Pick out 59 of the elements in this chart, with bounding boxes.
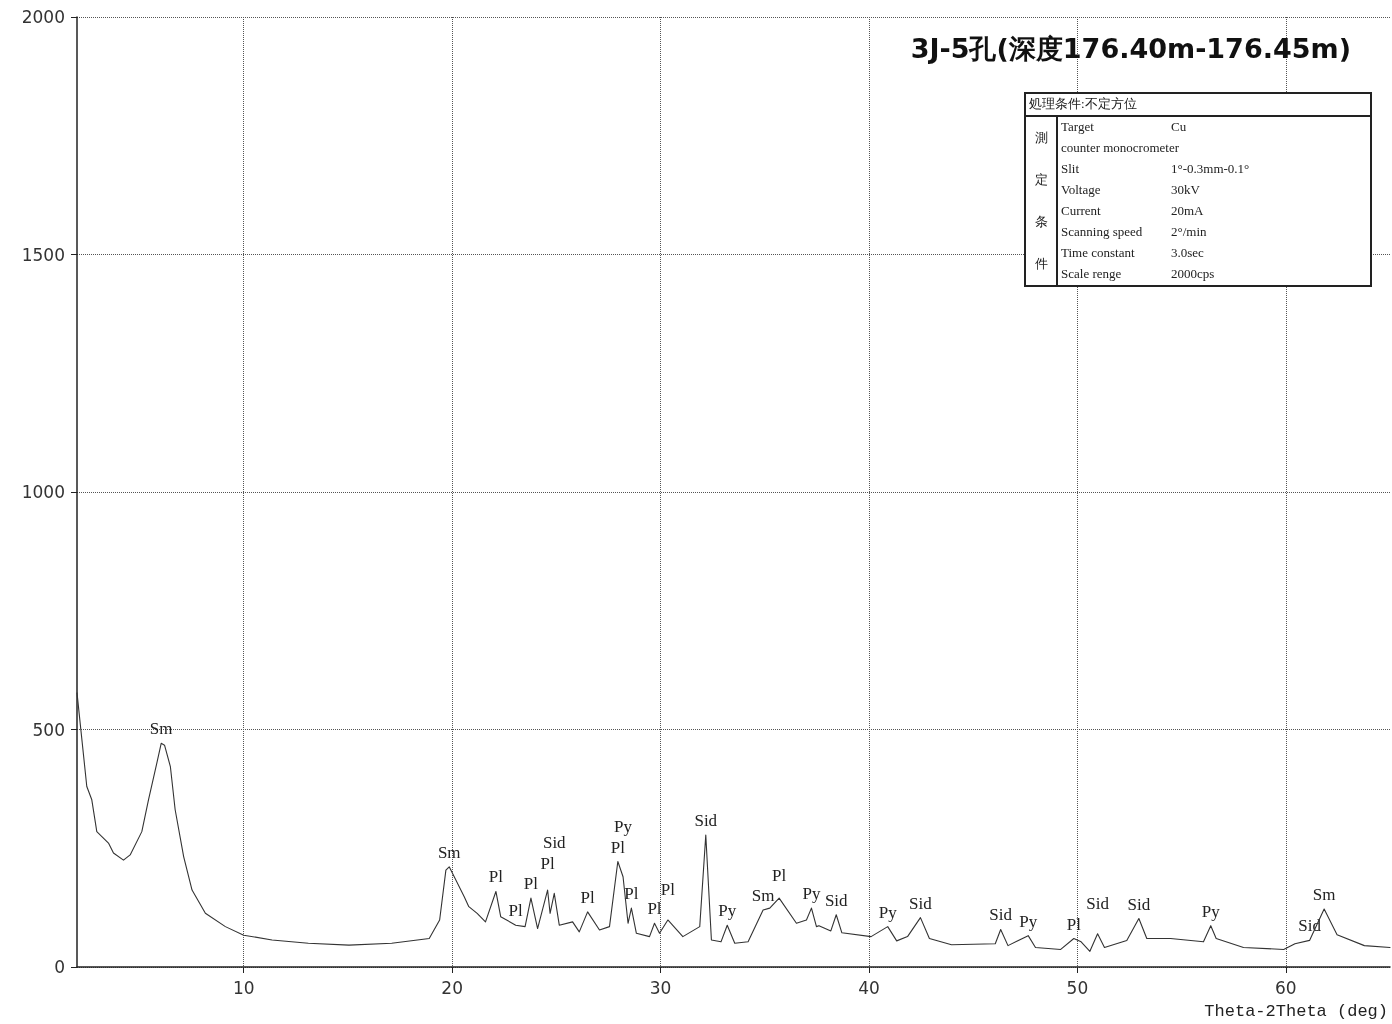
annotation: Pl (580, 887, 595, 907)
annotation: 2°/min (1171, 222, 1208, 241)
text: 測定条件 (1034, 129, 1048, 271)
annotation: Current (1061, 201, 1102, 220)
x-tick-label: 30 (649, 977, 672, 998)
annotation: 2000cps (1171, 264, 1216, 283)
annotation: Sid (989, 905, 1013, 925)
annotation: Py (718, 901, 737, 921)
annotation: Sid (542, 833, 567, 853)
annotation: Sm (149, 719, 173, 739)
x-tick-label: 40 (858, 977, 880, 998)
x-axis-title: Theta-2Theta (deg) (1204, 1002, 1388, 1021)
annotation: Pl (1066, 914, 1082, 934)
annotation: Pl (523, 874, 539, 894)
annotation: 30kV (1171, 180, 1201, 199)
x-tick-label: 50 (1066, 977, 1089, 998)
annotation: 3.0sec (1171, 243, 1205, 262)
annotation: Sid (1127, 894, 1151, 914)
x-tick-label: 60 (1274, 977, 1297, 998)
y-tick-label: 1500 (21, 244, 65, 265)
annotation: Pl (540, 854, 555, 874)
annotation: Sm (437, 842, 461, 862)
annotation: Py (802, 884, 821, 904)
x-tick-label: 20 (441, 977, 463, 998)
annotation: Scale renge (1061, 264, 1123, 283)
annotation: Pl (610, 837, 626, 857)
annotation: Slit (1061, 159, 1081, 178)
x-tick-label: 10 (232, 977, 255, 998)
annotation: Sid (824, 890, 849, 910)
annotation: Py (614, 816, 633, 836)
annotation: Cu (1171, 117, 1188, 136)
annotation: Scanning speed (1061, 222, 1144, 241)
text: 3J-5孔(深度176.40m-176.45m) (910, 33, 1351, 64)
y-tick-label: 0 (54, 957, 65, 977)
annotation: 処理条件:不定方位 (1026, 94, 1370, 117)
y-tick-label: 1000 (21, 482, 65, 502)
annotation: Sm (751, 886, 775, 905)
y-tick-label: 500 (32, 719, 65, 740)
annotation: Py (1019, 911, 1038, 931)
annotation: Py (878, 902, 898, 922)
annotation: 1°-0.3mm-0.1° (1171, 159, 1251, 178)
line-series (76, 692, 1391, 952)
annotation: Sid (909, 893, 933, 913)
annotation: Pl (660, 879, 676, 899)
annotation: Pl (772, 866, 787, 886)
annotation: Voltage (1061, 180, 1102, 199)
annotation: Time constant (1061, 243, 1136, 262)
annotation: Pl (488, 867, 504, 887)
annotation: Sm (1312, 885, 1336, 905)
annotation: Sid (1086, 893, 1110, 913)
annotation: Target (1061, 117, 1095, 136)
annotation: Pl (647, 899, 662, 919)
y-tick-label: 2000 (21, 7, 65, 27)
annotation: counter monocrometer (1061, 138, 1181, 157)
annotation: Pl (508, 901, 524, 921)
annotation: Py (1201, 901, 1221, 921)
annotation: Sid (694, 810, 718, 830)
annotation: 20mA (1171, 201, 1205, 220)
annotation: Pl (624, 884, 639, 904)
